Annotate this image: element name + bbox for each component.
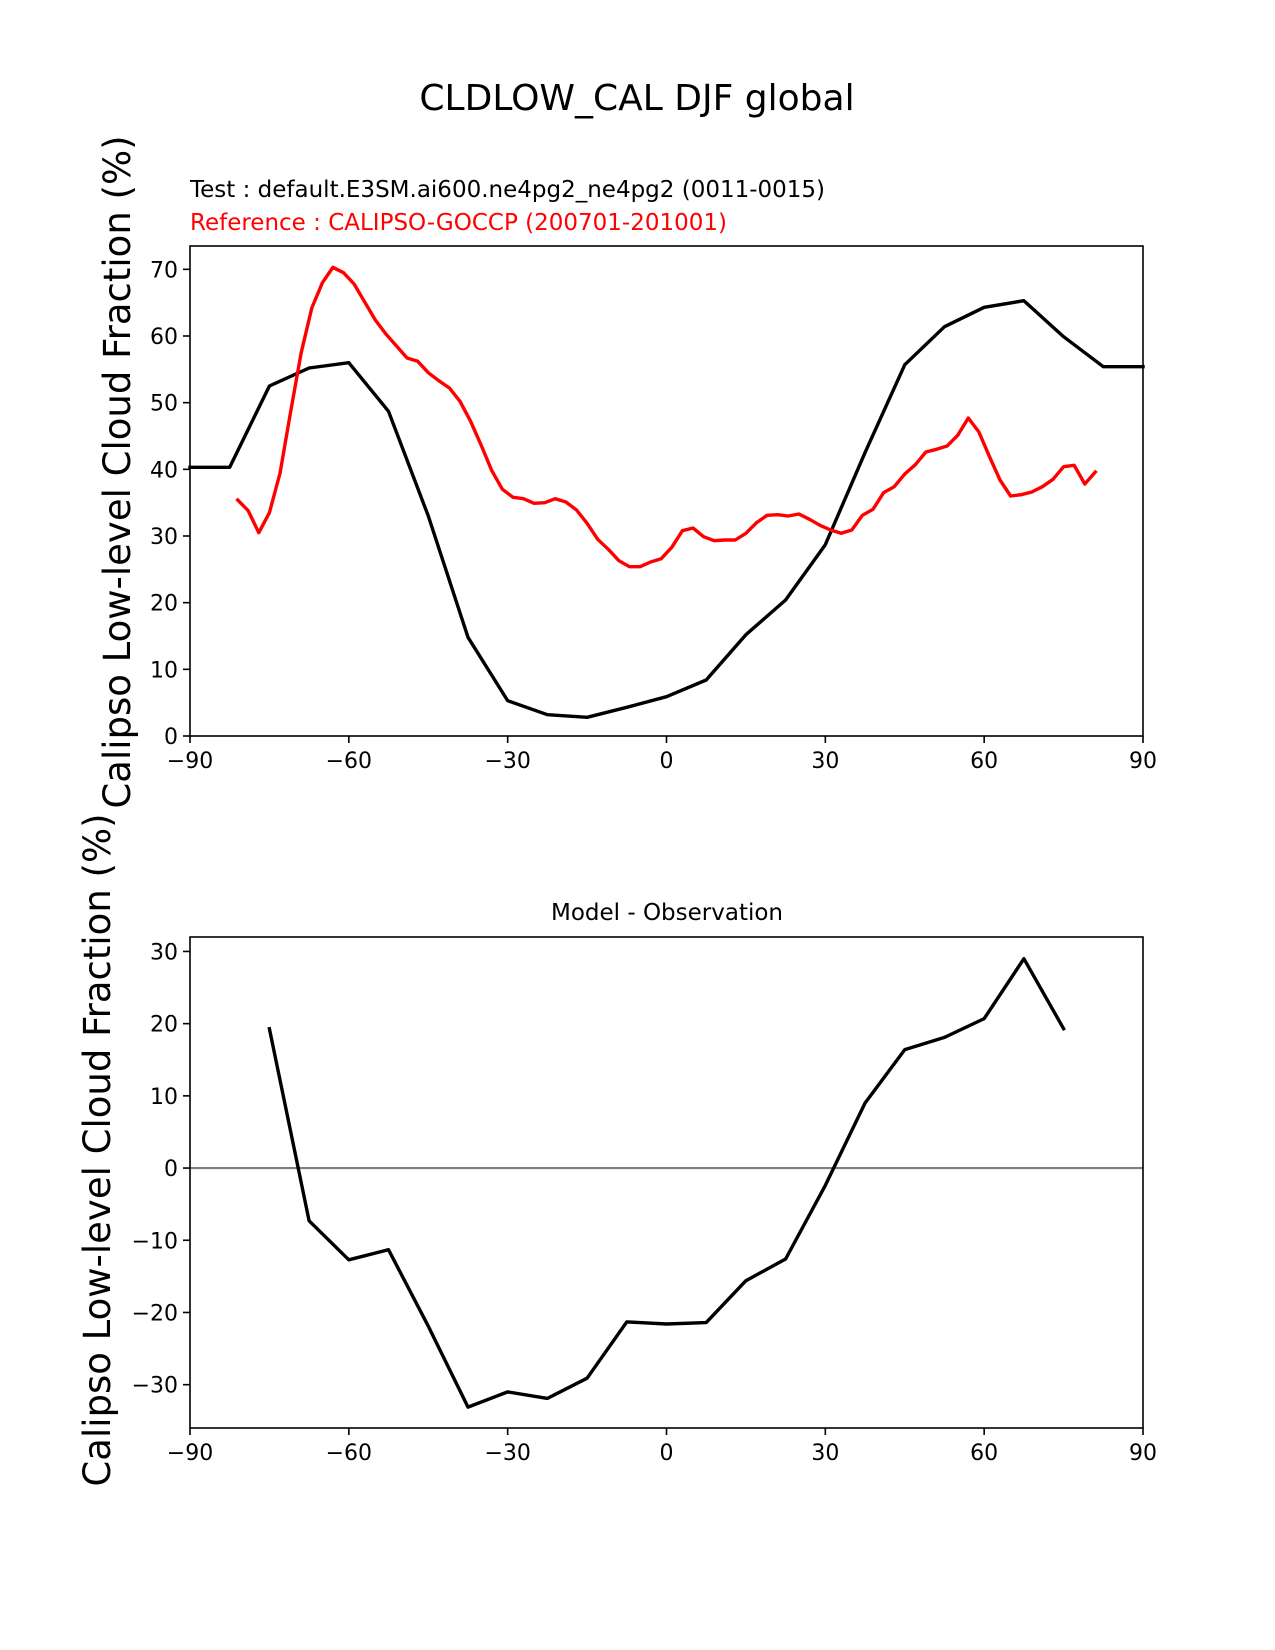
bottom-y-axis-label: Calipso Low-level Cloud Fraction (%) <box>76 813 119 1486</box>
top-plot-frame <box>189 245 1144 737</box>
bottom-y-tick-label: 0 <box>164 1157 178 1182</box>
top-y-axis-label: Calipso Low-level Cloud Fraction (%) <box>96 135 139 808</box>
bottom-y-tick-label: −20 <box>132 1301 178 1326</box>
top-x-tick-label: 0 <box>660 749 674 774</box>
bottom-x-tick-label: −30 <box>484 1441 530 1466</box>
bottom-x-tick-label: 0 <box>660 1441 674 1466</box>
top-x-tick-label: 30 <box>811 749 839 774</box>
top-series-line-1 <box>188 299 1145 719</box>
bottom-x-tick-label: 90 <box>1129 1441 1157 1466</box>
bottom-x-tick-label: 60 <box>970 1441 998 1466</box>
bottom-plot-frame <box>189 936 1144 1429</box>
bottom-series-line-1 <box>267 957 1066 1409</box>
top-y-tick-label: 70 <box>150 258 178 283</box>
bottom-x-tick-label: 30 <box>811 1441 839 1466</box>
reference-label: Reference : CALIPSO-GOCCP (200701-201001… <box>190 210 727 236</box>
top-y-tick-label: 50 <box>150 392 178 417</box>
bottom-y-tick-label: −10 <box>132 1229 178 1254</box>
top-y-tick-label: 10 <box>150 658 178 683</box>
bottom-y-tick-label: 30 <box>150 940 178 965</box>
bottom-panel-title: Model - Observation <box>551 900 783 926</box>
bottom-y-tick-label: −30 <box>132 1374 178 1399</box>
figure-title: CLDLOW_CAL DJF global <box>419 78 854 119</box>
bottom-y-tick-label: 10 <box>150 1085 178 1110</box>
top-series-line-2 <box>235 265 1098 569</box>
top-x-tick-label: −90 <box>167 749 213 774</box>
bottom-x-tick-label: −90 <box>167 1441 213 1466</box>
top-x-tick-label: −30 <box>484 749 530 774</box>
bottom-x-tick-label: −60 <box>326 1441 372 1466</box>
test-label: Test : default.E3SM.ai600.ne4pg2_ne4pg2 … <box>189 177 825 203</box>
top-y-tick-label: 60 <box>150 325 178 350</box>
top-x-tick-label: 90 <box>1129 749 1157 774</box>
bottom-y-tick-label: 20 <box>150 1013 178 1038</box>
top-y-tick-label: 40 <box>150 458 178 483</box>
top-panel-chart: Test : default.E3SM.ai600.ne4pg2_ne4pg2 … <box>96 135 1157 808</box>
top-y-tick-label: 20 <box>150 592 178 617</box>
bottom-panel-chart: Model - Observation Calipso Low-level Cl… <box>76 813 1157 1486</box>
top-y-tick-label: 30 <box>150 525 178 550</box>
top-y-tick-label: 0 <box>164 725 178 750</box>
top-x-tick-label: −60 <box>326 749 372 774</box>
top-x-tick-label: 60 <box>970 749 998 774</box>
